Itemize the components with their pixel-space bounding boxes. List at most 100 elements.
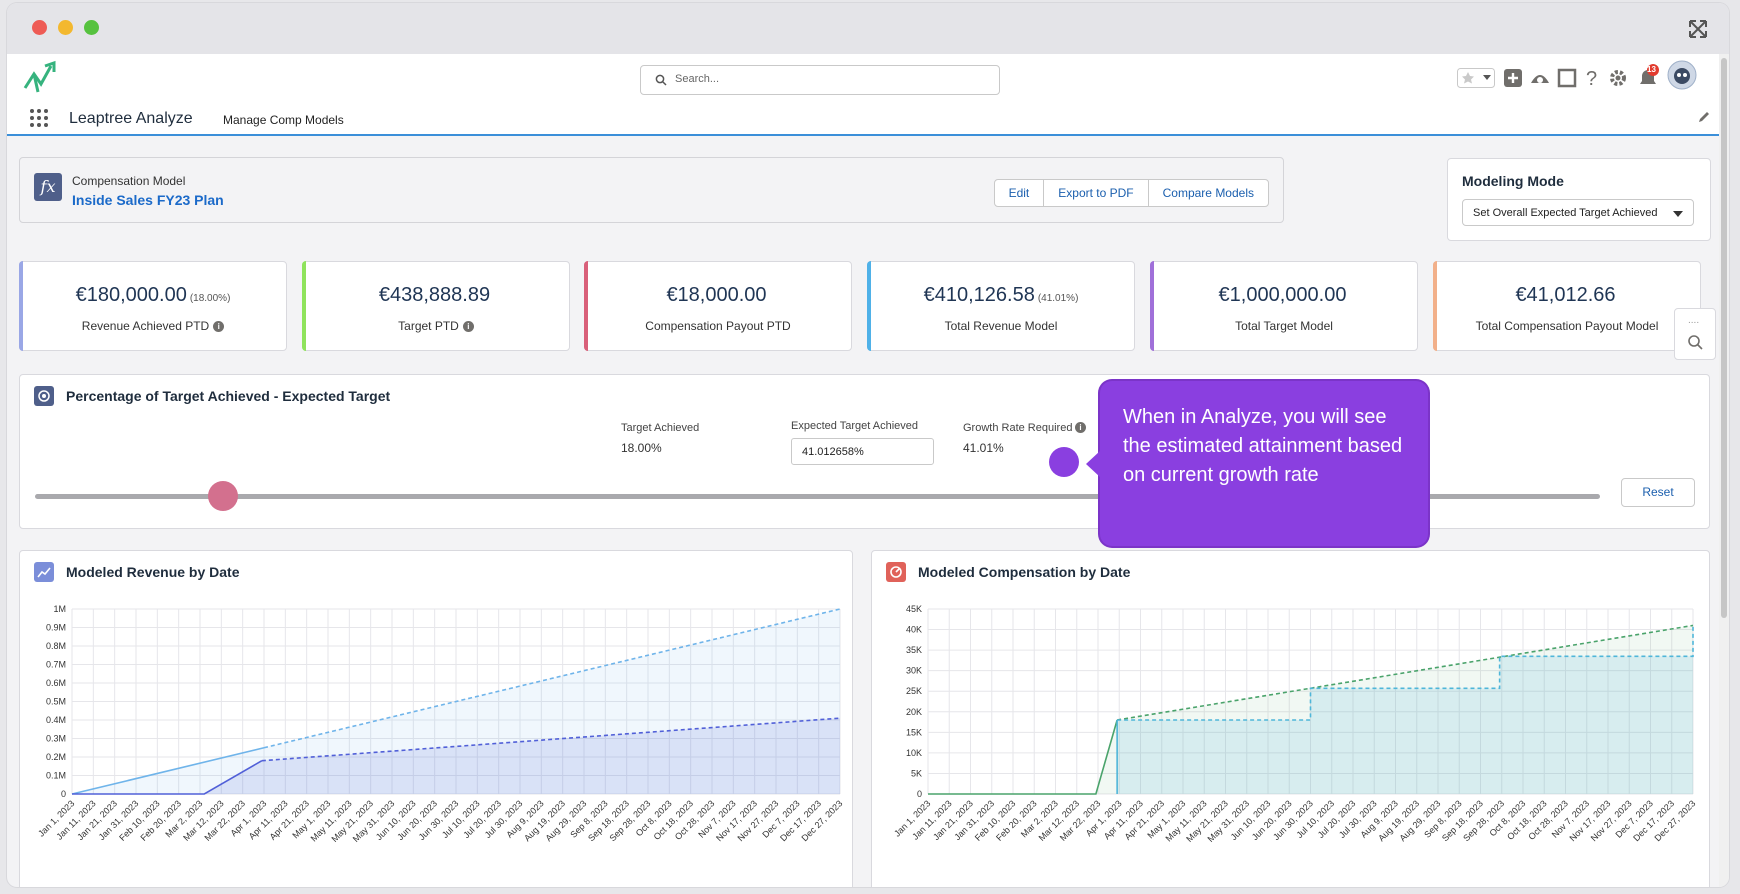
target-icon <box>34 386 54 406</box>
kpi-value: €438,888.89 <box>378 284 491 306</box>
gear-icon[interactable] <box>1607 62 1629 92</box>
kpi-card: €410,126.58 (41.01%) Total Revenue Model <box>867 261 1135 351</box>
kpi-accent-bar <box>867 261 871 351</box>
kpi-label-row: Revenue Achieved PTD i <box>20 319 286 333</box>
target-achieved-label: Target Achieved <box>621 422 700 434</box>
expected-target-input[interactable]: 41.012658% <box>791 438 934 465</box>
kpi-value: €1,000,000.00 <box>1218 284 1347 306</box>
y-tick-label: 0.6M <box>46 678 66 688</box>
kpi-card: €41,012.66 Total Compensation Payout Mode… <box>1433 261 1701 351</box>
y-tick-label: 0.7M <box>46 660 66 670</box>
compensation-model-header: fx Compensation Model Inside Sales FY23 … <box>19 157 1284 223</box>
fullscreen-icon[interactable] <box>1687 18 1709 40</box>
model-action-buttons: Edit Export to PDF Compare Models <box>993 179 1269 207</box>
app-launcher-icon[interactable] <box>29 108 49 128</box>
y-tick-label: 5K <box>911 768 922 778</box>
kpi-value: €41,012.66 <box>1515 284 1616 306</box>
app-header: Search... ? 13 Leaptree Analyze Manage C… <box>7 54 1729 136</box>
window-icon[interactable] <box>1557 62 1577 92</box>
kpi-accent-bar <box>1150 261 1154 351</box>
series-line <box>1116 624 1694 721</box>
series-line <box>263 608 841 749</box>
kpi-label-row: Total Compensation Payout Model <box>1434 319 1700 333</box>
kpi-accent-bar <box>584 261 588 351</box>
kpi-percent: (41.01%) <box>1037 293 1079 304</box>
y-tick-label: 0.1M <box>46 771 66 781</box>
favorites-star-icon[interactable] <box>1457 62 1495 92</box>
kpi-value-row: €180,000.00 (18.00%) <box>20 284 286 307</box>
growth-rate-label: Growth Rate Required <box>963 422 1073 434</box>
series-line <box>261 717 841 762</box>
tooltip-arrow <box>1086 451 1100 477</box>
tooltip-hotspot[interactable] <box>1049 447 1079 477</box>
info-icon: i <box>1075 422 1086 433</box>
kpi-label: Total Compensation Payout Model <box>1475 319 1659 333</box>
reset-button[interactable]: Reset <box>1621 478 1695 507</box>
search-icon[interactable]: .... <box>1675 309 1715 359</box>
window-titlebar <box>7 3 1729 54</box>
y-tick-label: 15K <box>906 727 922 737</box>
help-icon[interactable]: ? <box>1583 62 1601 92</box>
kpi-label-row: Compensation Payout PTD <box>585 319 851 333</box>
series-area <box>72 760 262 794</box>
revenue-chart: 00.1M0.2M0.3M0.4M0.5M0.6M0.7M0.8M0.9M1MJ… <box>36 604 844 844</box>
kpi-value-row: €410,126.58 (41.01%) <box>868 284 1134 307</box>
series-area <box>261 718 840 794</box>
y-tick-label: 35K <box>906 645 922 655</box>
edit-nav-pencil-icon[interactable] <box>1697 110 1711 124</box>
series-line <box>72 760 263 795</box>
kpi-value-row: €1,000,000.00 <box>1151 284 1417 307</box>
model-name-link[interactable]: Inside Sales FY23 Plan <box>72 192 224 208</box>
avatar[interactable] <box>1667 60 1697 90</box>
add-icon[interactable] <box>1503 62 1523 92</box>
y-tick-label: 0.3M <box>46 734 66 744</box>
kpi-value: €410,126.58 <box>923 284 1035 306</box>
trailhead-icon[interactable] <box>1529 62 1551 92</box>
target-achieved-panel: Percentage of Target Achieved - Expected… <box>19 374 1710 529</box>
browser-window: Search... ? 13 Leaptree Analyze Manage C… <box>7 3 1729 887</box>
leaptree-logo[interactable] <box>21 60 61 94</box>
header-utility-icons: ? 13 <box>1457 60 1717 94</box>
nav-item-manage-comp-models[interactable]: Manage Comp Models <box>223 113 344 127</box>
kpi-value: €180,000.00 <box>75 284 187 306</box>
notification-bell-icon[interactable] <box>1635 62 1661 92</box>
tooltip-text: When in Analyze, you will see the estima… <box>1123 406 1403 486</box>
series-area <box>264 609 840 794</box>
target-slider-handle[interactable] <box>207 481 238 511</box>
maximize-window-button[interactable] <box>84 20 99 35</box>
notification-count-badge: 13 <box>1647 65 1656 74</box>
page-scrollbar-thumb[interactable] <box>1721 58 1727 618</box>
modeling-mode-select[interactable]: Set Overall Expected Target Achieved <box>1462 199 1694 226</box>
series-line <box>71 746 265 795</box>
global-search-input[interactable]: Search... <box>640 65 1000 95</box>
y-tick-label: 0.8M <box>46 641 66 651</box>
export-to-pdf-button[interactable]: Export to PDF <box>1044 180 1149 206</box>
target-slider-track[interactable] <box>35 494 1600 499</box>
kpi-label: Revenue Achieved PTD <box>81 319 210 333</box>
chevron-down-icon <box>1673 211 1683 217</box>
info-icon[interactable]: i <box>213 321 225 333</box>
y-tick-label: 0 <box>61 789 66 799</box>
y-tick-label: 0.4M <box>46 715 66 725</box>
y-tick-label: 0.2M <box>46 752 66 762</box>
y-tick-label: 45K <box>906 604 922 614</box>
kpi-label-row: Target PTD i <box>303 319 569 333</box>
series-line <box>1117 625 1694 721</box>
info-icon[interactable]: i <box>462 321 474 333</box>
edit-button[interactable]: Edit <box>995 180 1045 206</box>
expected-target-label: Expected Target Achieved <box>791 420 918 432</box>
y-tick-label: 30K <box>906 666 922 676</box>
modeling-mode-card: Modeling Mode Set Overall Expected Targe… <box>1447 158 1711 241</box>
revenue-chart-title: Modeled Revenue by Date <box>66 564 240 580</box>
kpi-label: Target PTD <box>398 319 459 333</box>
kpi-accent-bar <box>302 261 306 351</box>
kpi-value: €18,000.00 <box>666 284 767 306</box>
minimize-window-button[interactable] <box>58 20 73 35</box>
close-window-button[interactable] <box>32 20 47 35</box>
compare-models-button[interactable]: Compare Models <box>1162 186 1254 200</box>
kpi-label-row: Total Revenue Model <box>868 319 1134 333</box>
search-icon <box>655 74 667 86</box>
y-tick-label: 0.9M <box>46 623 66 633</box>
series-area <box>1117 625 1693 794</box>
